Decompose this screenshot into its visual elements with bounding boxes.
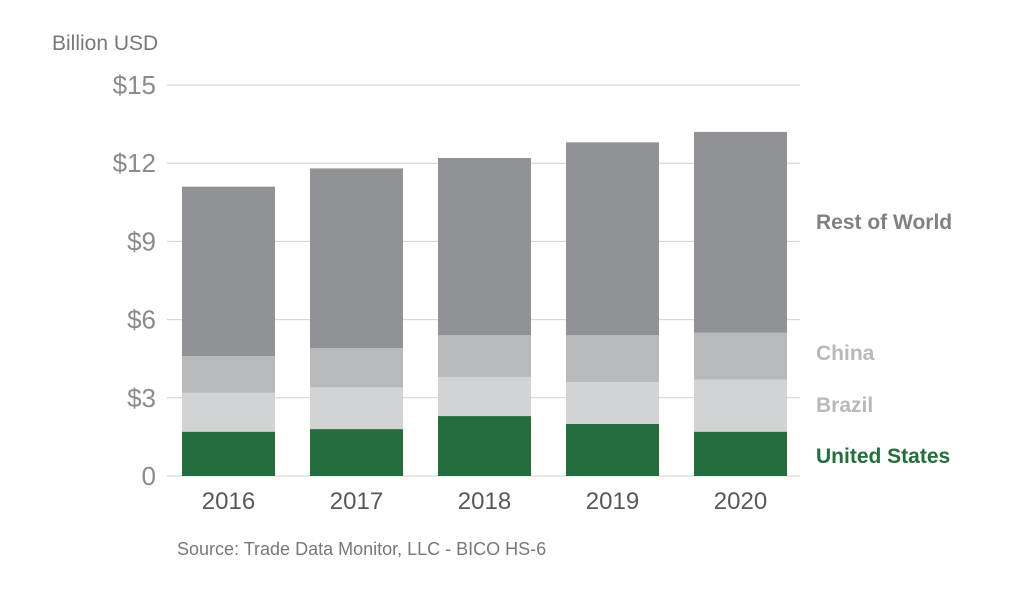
x-tick-label-2019: 2019 xyxy=(586,488,639,515)
legend-label-brazil: Brazil xyxy=(816,394,873,417)
axes: 0 $3 $6 $9 $12 $15 2016 2017 2018 2019 2020 xyxy=(113,70,768,515)
bar-segment-brazil-2017 xyxy=(310,387,403,430)
y-tick-label: $15 xyxy=(113,70,156,100)
bar-segment-china-2020 xyxy=(694,332,787,380)
bar-segment-rest-of-world-2020 xyxy=(694,131,787,333)
x-tick-label-2016: 2016 xyxy=(202,488,255,515)
y-tick-label: $9 xyxy=(127,226,156,256)
bar-segment-brazil-2019 xyxy=(566,382,659,424)
source-note: Source: Trade Data Monitor, LLC - BICO H… xyxy=(177,539,546,559)
bar-segment-china-2019 xyxy=(566,335,659,383)
bar-segment-china-2018 xyxy=(438,335,531,377)
bar-segment-china-2016 xyxy=(182,356,275,393)
bars xyxy=(182,131,787,476)
y-tick-label: 0 xyxy=(142,461,156,491)
y-tick-label: $12 xyxy=(113,148,156,178)
legend-label-china: China xyxy=(816,342,875,365)
bar-segment-united-states-2020 xyxy=(694,431,787,476)
x-tick-label-2018: 2018 xyxy=(458,488,511,515)
y-tick-label: $6 xyxy=(127,305,156,335)
bar-segment-rest-of-world-2016 xyxy=(182,186,275,357)
bar-segment-brazil-2020 xyxy=(694,379,787,432)
x-tick-label-2017: 2017 xyxy=(330,488,383,515)
bar-segment-brazil-2018 xyxy=(438,376,531,417)
legend-label-rest-of-world: Rest of World xyxy=(816,211,952,234)
legend-label-united-states: United States xyxy=(816,445,950,468)
bar-segment-rest-of-world-2018 xyxy=(438,157,531,336)
bar-segment-rest-of-world-2019 xyxy=(566,142,659,336)
bar-segment-united-states-2019 xyxy=(566,423,659,476)
y-tick-label: $3 xyxy=(127,383,156,413)
bar-segment-united-states-2016 xyxy=(182,431,275,476)
bar-segment-brazil-2016 xyxy=(182,392,275,432)
legend: United States Brazil China Rest of World xyxy=(816,211,952,468)
bar-segment-rest-of-world-2017 xyxy=(310,168,403,349)
y-axis-unit-label: Billion USD xyxy=(52,32,158,55)
x-tick-label-2020: 2020 xyxy=(714,488,767,515)
bar-segment-united-states-2018 xyxy=(438,416,531,476)
bar-segment-china-2017 xyxy=(310,348,403,388)
bar-segment-united-states-2017 xyxy=(310,429,403,476)
